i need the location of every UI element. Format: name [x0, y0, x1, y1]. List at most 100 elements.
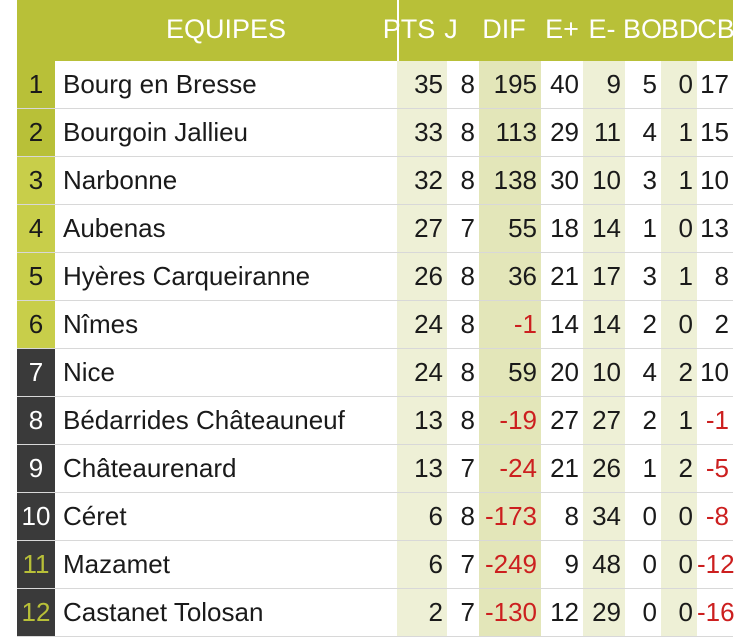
eminus-cell: 14	[583, 301, 625, 348]
bo-cell: 2	[625, 301, 661, 348]
pts-cell: 13	[397, 445, 447, 492]
bd-cell: 1	[661, 253, 697, 300]
dif-cell: -19	[479, 397, 541, 444]
cb-cell: 2	[697, 301, 733, 348]
rank-cell: 3	[17, 157, 55, 204]
eminus-cell: 29	[583, 589, 625, 636]
j-cell: 8	[447, 493, 479, 540]
dif-cell: -1	[479, 301, 541, 348]
j-cell: 8	[447, 157, 479, 204]
header-team: EQUIPES	[165, 14, 287, 44]
team-name: Céret	[63, 501, 127, 531]
j-cell: 7	[447, 205, 479, 252]
bo-cell: 4	[625, 109, 661, 156]
header-eplus: E+	[545, 14, 579, 44]
cb-cell: 8	[697, 253, 733, 300]
j-cell: 8	[447, 253, 479, 300]
bd-cell: 1	[661, 397, 697, 444]
bo-cell: 2	[625, 397, 661, 444]
rank-cell: 4	[17, 205, 55, 252]
row-divider	[17, 252, 733, 253]
team-name: Bourg en Bresse	[63, 69, 257, 99]
row-divider	[17, 492, 733, 493]
team-cell: Mazamet	[55, 541, 397, 588]
cb-cell: -8	[697, 493, 733, 540]
team-cell: Nice	[55, 349, 397, 396]
eplus-cell: 9	[541, 541, 583, 588]
team-name: Nîmes	[63, 309, 139, 339]
table-row: 7 Nice 24 8 59 20 10 4 2 10	[17, 349, 733, 397]
j-cell: 8	[447, 349, 479, 396]
bo-cell: 4	[625, 349, 661, 396]
rank-cell: 12	[17, 589, 55, 636]
dif-cell: 36	[479, 253, 541, 300]
cb-cell: 10	[697, 157, 733, 204]
row-divider	[17, 204, 733, 205]
team-cell: Bourg en Bresse	[55, 61, 397, 108]
team-name: Narbonne	[63, 165, 178, 195]
header-cb: CB	[697, 14, 735, 44]
j-cell: 8	[447, 301, 479, 348]
bd-cell: 1	[661, 109, 697, 156]
eplus-cell: 21	[541, 253, 583, 300]
pts-cell: 26	[397, 253, 447, 300]
cb-cell: 13	[697, 205, 733, 252]
cb-cell: -5	[697, 445, 733, 492]
table-header: EQUIPES PTS J DIF E+ E- BO BD CB	[17, 0, 735, 61]
bo-cell: 1	[625, 205, 661, 252]
dif-cell: 113	[479, 109, 541, 156]
row-divider	[17, 444, 733, 445]
dif-cell: -173	[479, 493, 541, 540]
table-row: 10 Céret 6 8 -173 8 34 0 0 -8	[17, 493, 733, 541]
rank-cell: 2	[17, 109, 55, 156]
dif-cell: -249	[479, 541, 541, 588]
team-cell: Nîmes	[55, 301, 397, 348]
pts-cell: 6	[397, 493, 447, 540]
header-dif: DIF	[482, 14, 526, 44]
dif-cell: -130	[479, 589, 541, 636]
table-row: 4 Aubenas 27 7 55 18 14 1 0 13	[17, 205, 733, 253]
pts-cell: 33	[397, 109, 447, 156]
bd-cell: 0	[661, 61, 697, 108]
eminus-cell: 10	[583, 157, 625, 204]
rank-cell: 6	[17, 301, 55, 348]
header-bd: BD	[661, 14, 699, 44]
rank-cell: 1	[17, 61, 55, 108]
eplus-cell: 14	[541, 301, 583, 348]
eplus-cell: 20	[541, 349, 583, 396]
bo-cell: 3	[625, 253, 661, 300]
team-name: Bourgoin Jallieu	[63, 117, 249, 147]
team-cell: Narbonne	[55, 157, 397, 204]
bd-cell: 0	[661, 589, 697, 636]
bo-cell: 0	[625, 589, 661, 636]
team-name: Nice	[63, 357, 116, 387]
team-name: Hyères Carqueiranne	[63, 261, 311, 291]
table-row: 8 Bédarrides Châteauneuf 13 8 -19 27 27 2 1 -1	[17, 397, 733, 445]
eminus-cell: 10	[583, 349, 625, 396]
rank-cell: 7	[17, 349, 55, 396]
eminus-cell: 9	[583, 61, 625, 108]
bd-cell: 0	[661, 301, 697, 348]
bd-cell: 0	[661, 541, 697, 588]
header-divider	[397, 0, 399, 61]
pts-cell: 6	[397, 541, 447, 588]
rank-cell: 10	[17, 493, 55, 540]
row-divider	[17, 636, 733, 637]
eplus-cell: 18	[541, 205, 583, 252]
table-row: 2 Bourgoin Jallieu 33 8 113 29 11 4 1 15	[17, 109, 733, 157]
team-name: Châteaurenard	[63, 453, 237, 483]
row-divider	[17, 396, 733, 397]
bo-cell: 5	[625, 61, 661, 108]
header-bo: BO	[623, 14, 663, 44]
team-cell: Châteaurenard	[55, 445, 397, 492]
row-divider	[17, 156, 733, 157]
j-cell: 7	[447, 589, 479, 636]
rank-cell: 8	[17, 397, 55, 444]
eplus-cell: 40	[541, 61, 583, 108]
team-cell: Hyères Carqueiranne	[55, 253, 397, 300]
team-name: Bédarrides Châteauneuf	[63, 405, 345, 435]
rank-cell: 11	[17, 541, 55, 588]
cb-cell: -1	[697, 397, 733, 444]
bd-cell: 0	[661, 493, 697, 540]
dif-cell: -24	[479, 445, 541, 492]
